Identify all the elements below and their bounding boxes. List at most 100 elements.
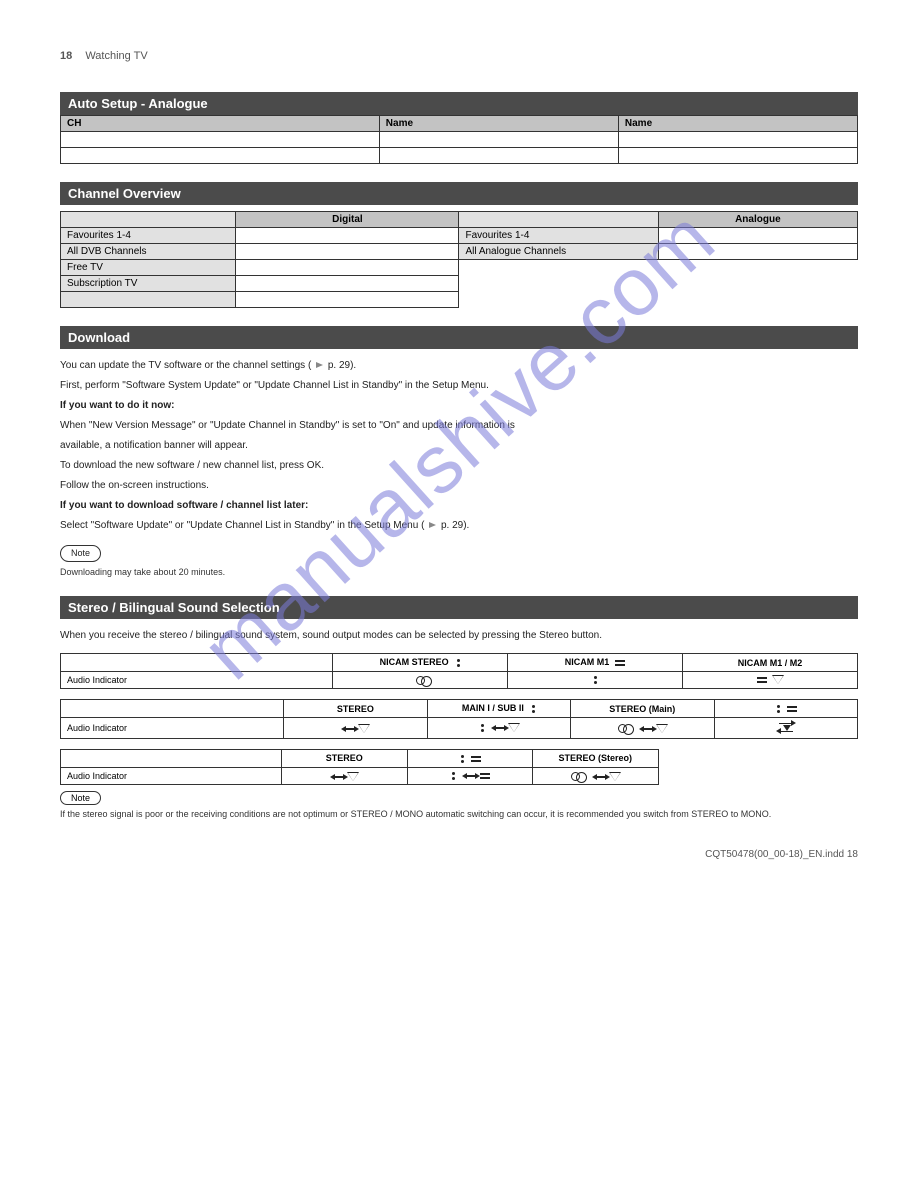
triangle-icon bbox=[509, 724, 519, 732]
cell bbox=[658, 244, 857, 260]
p7b: p. 29). bbox=[441, 520, 469, 531]
cell bbox=[658, 228, 857, 244]
note-text: Downloading may take about 20 minutes. bbox=[60, 566, 858, 579]
note2-pill: Note bbox=[60, 791, 101, 805]
cell bbox=[236, 276, 459, 292]
cell bbox=[427, 718, 570, 739]
blank-row bbox=[61, 292, 236, 308]
h4 bbox=[714, 700, 857, 718]
p4: available, a notification banner will ap… bbox=[60, 439, 858, 453]
row-label: Audio Indicator bbox=[61, 718, 284, 739]
note2-text: If the stereo signal is poor or the rece… bbox=[60, 809, 858, 819]
page-footer: CQT50478(00_00-18)_EN.indd 18 bbox=[60, 849, 858, 860]
download-text: You can update the TV software or the ch… bbox=[60, 359, 858, 578]
dots-icon bbox=[592, 675, 598, 685]
stereo-icon bbox=[618, 724, 627, 733]
p1b: p. 29). bbox=[328, 360, 356, 371]
triangle-icon bbox=[610, 773, 620, 781]
cell bbox=[236, 292, 459, 308]
page-title: Watching TV bbox=[85, 50, 147, 62]
cell bbox=[508, 671, 683, 689]
sec4-intro: When you receive the stereo / bilingual … bbox=[60, 629, 858, 643]
sound-table-1: NICAM STEREO NICAM M1 NICAM M1 / M2 Audi… bbox=[60, 653, 858, 689]
dblarrow-icon bbox=[592, 773, 610, 781]
col-digital: Digital bbox=[236, 212, 459, 228]
sub-tv: Subscription TV bbox=[61, 276, 236, 292]
dblarrow-icon bbox=[462, 772, 480, 780]
page-header: 18 Watching TV bbox=[60, 50, 858, 62]
dots-icon bbox=[455, 658, 461, 668]
dblarrow-icon bbox=[330, 773, 348, 781]
dots-icon bbox=[459, 754, 465, 764]
cell bbox=[658, 260, 857, 276]
h3: STEREO (Main) bbox=[571, 700, 714, 718]
dots-icon bbox=[530, 704, 536, 714]
blank bbox=[61, 700, 284, 718]
cell bbox=[379, 148, 618, 164]
bold2: If you want to download software / chann… bbox=[60, 499, 858, 513]
sound-table-2: STEREO MAIN I / SUB II STEREO (Main) Aud… bbox=[60, 699, 858, 739]
h2: NICAM M1 bbox=[508, 654, 683, 672]
h1: NICAM STEREO bbox=[333, 654, 508, 672]
cell bbox=[459, 260, 658, 276]
cycle-icon bbox=[774, 721, 798, 735]
cell bbox=[407, 767, 532, 785]
cell bbox=[61, 148, 380, 164]
dblarrow-icon bbox=[491, 724, 509, 732]
cell bbox=[333, 671, 508, 689]
cell bbox=[714, 718, 857, 739]
dblarrow-icon bbox=[341, 725, 359, 733]
fav14a: Favourites 1-4 bbox=[459, 228, 658, 244]
cell bbox=[61, 132, 380, 148]
cell bbox=[282, 767, 407, 785]
triangle-icon bbox=[657, 725, 667, 733]
row-label: Audio Indicator bbox=[61, 671, 333, 689]
stereo-icon bbox=[571, 772, 580, 781]
auto-setup-table: CH Name Name bbox=[60, 115, 858, 164]
arrow-icon bbox=[316, 362, 323, 368]
sec3-title: Download bbox=[60, 326, 858, 349]
p5: To download the new software / new chann… bbox=[60, 459, 858, 473]
h3: STEREO (Stereo) bbox=[533, 750, 659, 768]
col-ch: CH bbox=[61, 116, 380, 132]
col-name1: Name bbox=[379, 116, 618, 132]
note-pill: Note bbox=[60, 545, 101, 562]
h3: NICAM M1 / M2 bbox=[683, 654, 858, 672]
h2: MAIN I / SUB II bbox=[427, 700, 570, 718]
cell bbox=[658, 292, 857, 308]
cell bbox=[658, 276, 857, 292]
cell bbox=[683, 671, 858, 689]
triangle-icon bbox=[348, 773, 358, 781]
cell bbox=[284, 718, 427, 739]
cell bbox=[379, 132, 618, 148]
bars-icon bbox=[615, 658, 625, 668]
all-dvb: All DVB Channels bbox=[61, 244, 236, 260]
col-blank bbox=[61, 212, 236, 228]
cell bbox=[459, 276, 658, 292]
p6: Follow the on-screen instructions. bbox=[60, 479, 858, 493]
triangle-icon bbox=[773, 676, 783, 684]
sec4-title: Stereo / Bilingual Sound Selection bbox=[60, 596, 858, 619]
page-number: 18 bbox=[60, 50, 72, 62]
p3: When "New Version Message" or "Update Ch… bbox=[60, 419, 858, 433]
sound-table-3: STEREO STEREO (Stereo) Audio Indicator bbox=[60, 749, 659, 785]
cell bbox=[236, 228, 459, 244]
channel-overview-table: Digital Analogue Favourites 1-4 Favourit… bbox=[60, 211, 858, 308]
col-analogue: Analogue bbox=[658, 212, 857, 228]
cell bbox=[236, 244, 459, 260]
free-tv: Free TV bbox=[61, 260, 236, 276]
bars-icon bbox=[757, 675, 767, 685]
bars-icon bbox=[480, 771, 490, 781]
col-name2: Name bbox=[618, 116, 857, 132]
dots-icon bbox=[450, 771, 456, 781]
p7a: Select "Software Update" or "Update Chan… bbox=[60, 520, 424, 531]
bars-icon bbox=[471, 754, 481, 764]
dots-icon bbox=[479, 723, 485, 733]
arrow-icon bbox=[429, 522, 436, 528]
cell bbox=[459, 292, 658, 308]
dblarrow-icon bbox=[639, 725, 657, 733]
h1: STEREO bbox=[282, 750, 407, 768]
p2: First, perform "Software System Update" … bbox=[60, 379, 858, 393]
fav14: Favourites 1-4 bbox=[61, 228, 236, 244]
cell bbox=[236, 260, 459, 276]
